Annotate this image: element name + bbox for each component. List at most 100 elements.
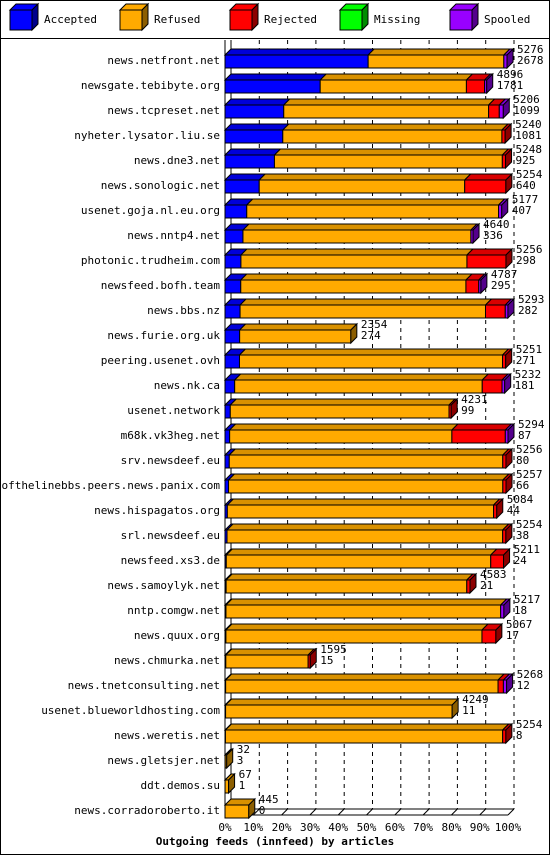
bar bbox=[224, 379, 236, 394]
bar-side bbox=[507, 422, 515, 445]
bar-side bbox=[502, 97, 510, 120]
category-label: news.dne3.net bbox=[134, 154, 220, 167]
bar-top bbox=[226, 498, 501, 506]
total-label: 1595 bbox=[320, 643, 347, 656]
accepted-label: 11 bbox=[462, 704, 475, 717]
legend-swatch bbox=[119, 9, 143, 31]
bar-side bbox=[309, 647, 317, 670]
category-label: news.nk.ca bbox=[154, 379, 220, 392]
total-label: 5276 bbox=[517, 43, 544, 56]
total-label: 5254 bbox=[516, 518, 543, 531]
total-label: 4583 bbox=[480, 568, 507, 581]
bar-top bbox=[223, 73, 328, 81]
category-label: newsgate.tebibyte.org bbox=[81, 79, 220, 92]
tick-mark bbox=[507, 808, 515, 816]
x-axis-label: Outgoing feeds (innfeed) by articles bbox=[156, 835, 394, 848]
category-label: news.gletsjer.net bbox=[107, 754, 220, 767]
category-label: news.netfront.net bbox=[107, 54, 220, 67]
bar-top bbox=[245, 198, 506, 206]
tick-mark bbox=[479, 808, 487, 816]
bar bbox=[224, 204, 248, 219]
total-label: 5248 bbox=[516, 143, 543, 156]
bar bbox=[228, 454, 504, 469]
accepted-label: 336 bbox=[483, 229, 503, 242]
accepted-label: 17 bbox=[506, 629, 519, 642]
legend-label: Rejected bbox=[264, 13, 317, 26]
bar bbox=[228, 479, 504, 494]
bar bbox=[224, 404, 231, 419]
accepted-label: 2678 bbox=[517, 54, 544, 67]
bar-top bbox=[463, 173, 514, 181]
legend-swatch bbox=[339, 9, 363, 31]
category-label: srl.newsdeef.eu bbox=[121, 529, 220, 542]
bar bbox=[224, 179, 260, 194]
bar-top bbox=[233, 373, 490, 381]
bar bbox=[319, 79, 467, 94]
bar-side bbox=[505, 347, 513, 370]
bar-side bbox=[503, 547, 511, 570]
bar bbox=[224, 454, 230, 469]
tick-mark bbox=[309, 808, 317, 816]
accepted-label: 99 bbox=[461, 404, 474, 417]
bar bbox=[224, 779, 230, 794]
bar-top bbox=[224, 573, 474, 581]
bar bbox=[224, 304, 241, 319]
bar-side bbox=[469, 572, 477, 595]
bar bbox=[224, 729, 504, 744]
tick-mark bbox=[451, 808, 458, 816]
accepted-label: 8 bbox=[516, 729, 523, 742]
bar bbox=[465, 79, 486, 94]
accepted-label: 1781 bbox=[497, 79, 524, 92]
accepted-label: 18 bbox=[514, 604, 527, 617]
bar bbox=[225, 554, 492, 569]
bar bbox=[273, 154, 503, 169]
bar-top bbox=[238, 348, 510, 356]
total-label: 5067 bbox=[506, 618, 533, 631]
legend-label: Missing bbox=[374, 13, 420, 26]
bar-side bbox=[503, 597, 511, 620]
bar-side bbox=[505, 522, 513, 545]
total-label: 5232 bbox=[515, 368, 542, 381]
category-label: news.nntp4.net bbox=[127, 229, 220, 242]
bar bbox=[225, 604, 502, 619]
accepted-label: 80 bbox=[516, 454, 529, 467]
bar-top bbox=[228, 448, 510, 456]
total-label: 5293 bbox=[518, 293, 545, 306]
tick-mark bbox=[252, 808, 260, 816]
bar bbox=[224, 354, 240, 369]
total-label: 5084 bbox=[507, 493, 534, 506]
category-label: usenet.goja.nl.eu.org bbox=[81, 204, 220, 217]
bar-top bbox=[258, 173, 472, 181]
x-tick-label: 100% bbox=[495, 821, 522, 834]
category-label: newsfeed.xs3.de bbox=[121, 554, 220, 567]
bar-top bbox=[224, 698, 460, 706]
bar-side bbox=[504, 122, 512, 145]
bar-side bbox=[248, 797, 256, 820]
x-tick-label: 50% bbox=[357, 821, 377, 834]
bar bbox=[490, 554, 505, 569]
accepted-label: 1081 bbox=[515, 129, 542, 142]
bar-side bbox=[505, 472, 513, 495]
bar bbox=[242, 229, 472, 244]
total-label: 5211 bbox=[514, 543, 541, 556]
bar-top bbox=[318, 73, 474, 81]
bar bbox=[238, 354, 503, 369]
accepted-label: 181 bbox=[515, 379, 535, 392]
bar bbox=[224, 154, 275, 169]
tick-mark bbox=[366, 808, 373, 816]
bar-top bbox=[238, 323, 359, 331]
category-label: nntp.comgw.net bbox=[127, 604, 220, 617]
category-label: nyheter.lysator.liu.se bbox=[74, 129, 220, 142]
category-label: ddt.demos.su bbox=[141, 779, 220, 792]
bar-side bbox=[506, 47, 514, 70]
bar-top bbox=[224, 673, 506, 681]
bar bbox=[226, 504, 495, 519]
bar-side bbox=[506, 672, 514, 695]
accepted-label: 295 bbox=[491, 279, 511, 292]
total-label: 4249 bbox=[462, 693, 489, 706]
total-label: 32 bbox=[237, 743, 250, 756]
x-tick-label: 30% bbox=[300, 821, 320, 834]
category-label: srv.newsdeef.eu bbox=[121, 454, 220, 467]
x-tick-label: 70% bbox=[413, 821, 433, 834]
bar bbox=[224, 329, 241, 344]
